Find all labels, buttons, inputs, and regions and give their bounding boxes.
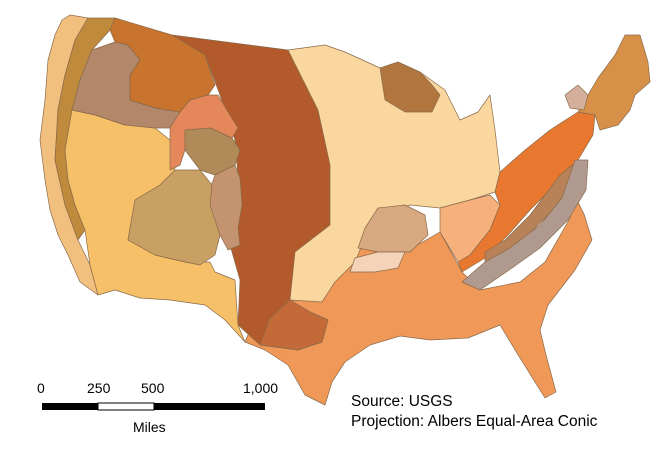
scale-tick-0: 0 <box>37 380 45 396</box>
region-superior-upland <box>379 61 441 113</box>
region-adirondack <box>564 84 589 111</box>
projection-credit: Projection: Albers Equal-Area Conic <box>351 413 598 430</box>
region-ozark-plateaus <box>357 204 429 253</box>
region-new-england <box>577 34 651 131</box>
scale-tick-500: 500 <box>141 380 165 396</box>
scale-unit-label: Miles <box>133 419 166 435</box>
region-ouachita <box>259 299 329 351</box>
scale-tick-250: 250 <box>87 380 111 396</box>
source-credit: Source: USGS <box>351 393 453 410</box>
region-colorado-plateaus <box>127 169 221 266</box>
region-basin-and-range <box>64 109 246 343</box>
region-valley-and-ridge <box>457 111 596 273</box>
scale-tick-1000: 1,000 <box>243 380 279 396</box>
region-piedmont <box>461 159 589 291</box>
region-northern-rockies <box>109 17 216 113</box>
region-interior-low-plateaus <box>349 251 406 273</box>
